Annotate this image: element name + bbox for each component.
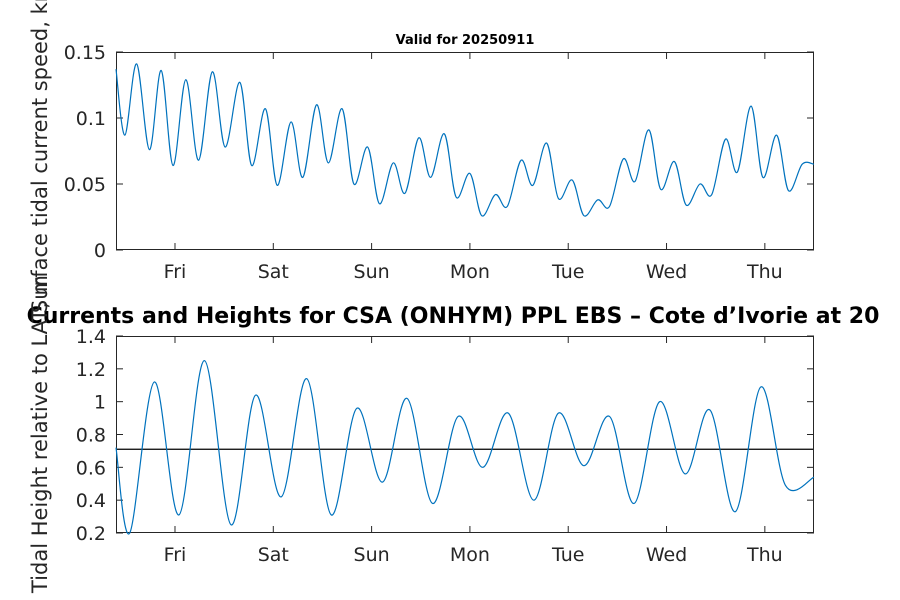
tidal-height-y-tick-label: 1 — [94, 392, 106, 414]
tidal-height-x-tick-label: Fri — [164, 544, 187, 566]
tidal-height-panel: 0.2 0.4 0.6 0.8 1 1.2 1.4 Fri Sat Sun Mon Tue Wed Th… — [76, 326, 815, 566]
tidal-height-title: Currents and Heights for CSA (ONHYM) PPL… — [27, 304, 880, 329]
current-speed-panel: Valid for 20250911 0 0.05 0.1 0.15 Fri Sat Su… — [64, 33, 815, 283]
tidal-height-y-tick-label: 0.8 — [76, 425, 106, 447]
current-speed-x-tick-label: Sat — [258, 261, 289, 283]
tidal-height-axes-box — [116, 336, 814, 533]
tidal-height-x-ticks: Fri Sat Sun Mon Tue Wed Thu — [164, 336, 783, 566]
tidal-height-x-tick-label: Tue — [551, 544, 584, 566]
tidal-height-y-tick-label: 0.6 — [76, 457, 106, 479]
tidal-height-y-tick-label: 0.4 — [76, 490, 106, 512]
tidal-height-line — [115, 360, 815, 535]
current-speed-y-tick-label: 0 — [94, 240, 106, 262]
current-speed-y-label: Surface tidal current speed, kn — [28, 0, 52, 313]
current-speed-y-tick-label: 0.15 — [64, 42, 106, 64]
current-speed-x-tick-label: Tue — [551, 261, 584, 283]
current-speed-x-tick-label: Wed — [646, 261, 687, 283]
current-speed-x-tick-label: Fri — [164, 261, 187, 283]
current-speed-x-tick-label: Sun — [354, 261, 390, 283]
current-speed-y-tick-label: 0.05 — [64, 174, 106, 196]
current-speed-x-tick-label: Mon — [450, 261, 490, 283]
tidal-height-x-tick-label: Thu — [746, 544, 783, 566]
tidal-height-x-tick-label: Wed — [646, 544, 687, 566]
tidal-height-y-tick-label: 0.2 — [76, 523, 106, 545]
current-speed-x-ticks: Fri Sat Sun Mon Tue Wed Thu — [164, 52, 783, 283]
current-speed-line — [115, 63, 815, 217]
tidal-height-y-tick-label: 1.2 — [76, 359, 106, 381]
tidal-height-x-tick-label: Sat — [258, 544, 289, 566]
current-speed-x-tick-label: Thu — [746, 261, 783, 283]
tidal-height-y-tick-label: 1.4 — [76, 326, 106, 348]
current-speed-title: Valid for 20250911 — [396, 33, 535, 48]
tidal-height-x-tick-label: Sun — [354, 544, 390, 566]
current-speed-y-tick-label: 0.1 — [76, 108, 106, 130]
tidal-height-y-ticks: 0.2 0.4 0.6 0.8 1 1.2 1.4 — [76, 326, 814, 545]
current-speed-axes-box — [116, 52, 814, 250]
tidal-height-y-label: Tidal Height relative to LAT, m — [28, 275, 52, 594]
tidal-height-x-tick-label: Mon — [450, 544, 490, 566]
